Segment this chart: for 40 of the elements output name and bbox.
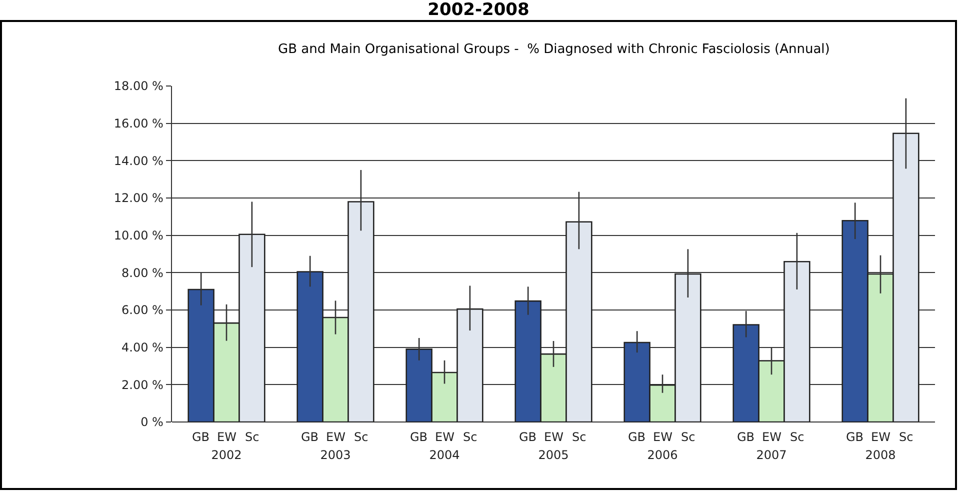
x-tick-label: 2007 — [756, 448, 787, 462]
text: GB — [410, 430, 428, 444]
y-tick-label: 4.00 % — [122, 340, 164, 355]
y-tick-label: 16.00 % — [114, 116, 164, 131]
text: EW — [871, 430, 890, 444]
text: EW — [544, 430, 564, 444]
text: Sc — [354, 430, 368, 444]
series-label: Sc — [245, 430, 260, 444]
x-tick-label: 2004 — [429, 448, 460, 462]
text: Sc — [463, 430, 478, 444]
text: Sc — [681, 430, 696, 444]
x-tick-label: 2005 — [538, 448, 569, 462]
text: EW — [653, 430, 672, 444]
text: GB — [301, 430, 319, 444]
y-tick-label: 8.00 % — [122, 266, 164, 280]
chart-title: 2002-2008 — [426, 0, 530, 20]
text: Sc — [572, 430, 586, 444]
text: GB — [628, 430, 646, 444]
series-label: GB — [192, 430, 210, 444]
y-tick-label: 18.00 % — [114, 79, 164, 94]
text: EW — [762, 430, 782, 444]
x-tick-label: 2006 — [647, 448, 678, 462]
y-tick-label: 2.00 % — [122, 378, 164, 392]
text: Sc — [899, 430, 914, 444]
text: GB — [519, 430, 537, 444]
y-tick-label: 14.00 % — [114, 154, 164, 168]
text: Sc — [790, 430, 804, 444]
x-tick-label: 2008 — [865, 448, 896, 462]
text: GB — [737, 430, 755, 444]
chart-subtitle: GB and Main Organisational Groups - % Diagnosed with Chronic Fasciolosis (Annual) — [278, 42, 830, 57]
y-tick-label: 0 % — [140, 415, 164, 430]
series-label: EW — [217, 430, 237, 444]
text: EW — [435, 430, 454, 444]
y-tick-label: 6.00 % — [122, 303, 164, 318]
x-tick-label: 2002 — [211, 448, 242, 462]
text: EW — [326, 430, 346, 444]
x-tick-label: 2003 — [320, 448, 351, 462]
y-tick-label: 10.00 % — [114, 228, 164, 243]
text: GB — [846, 430, 864, 444]
y-tick-label: 12.00 % — [114, 191, 164, 206]
